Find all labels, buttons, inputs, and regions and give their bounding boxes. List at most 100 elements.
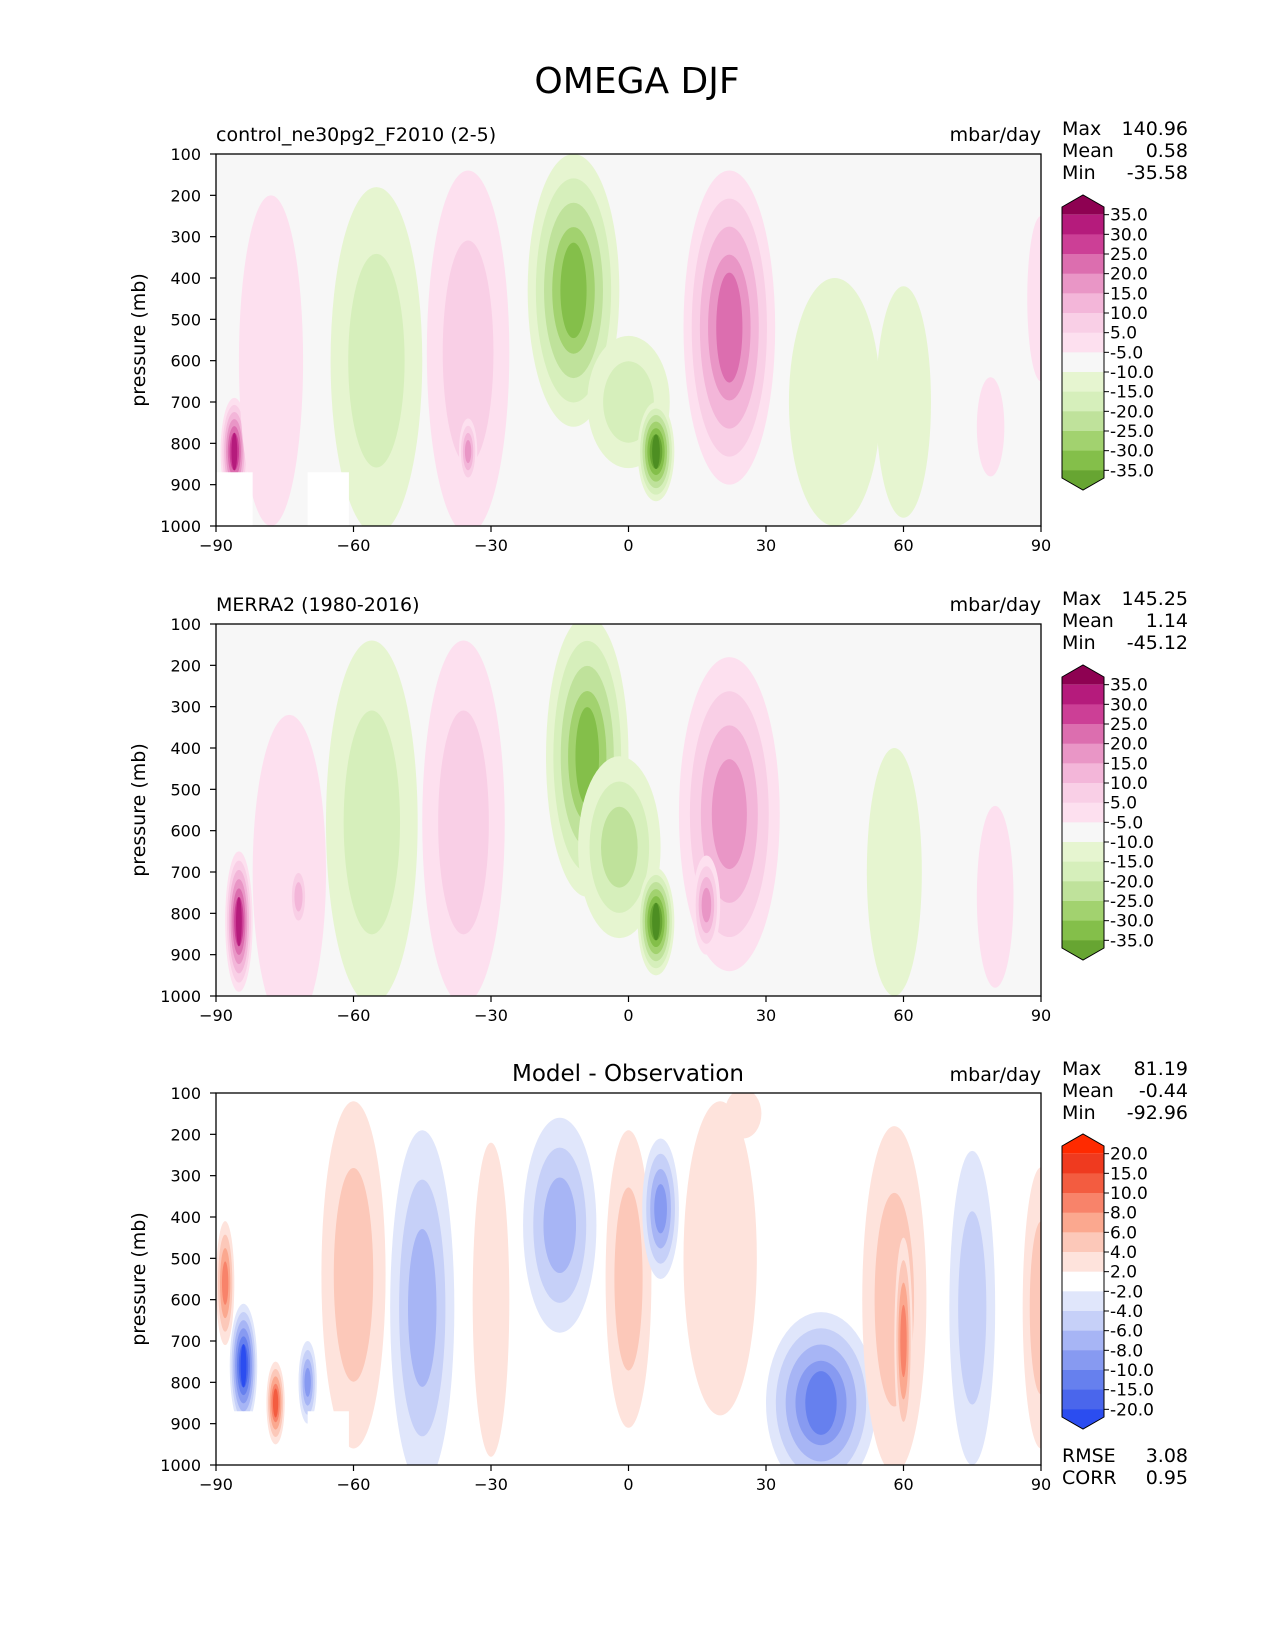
stat-min-value: -45.12: [1127, 632, 1188, 654]
negative-contour-5-2: [407, 1228, 437, 1387]
negative-contour-2-1: [348, 253, 405, 468]
negative-contour-6-1: [603, 361, 654, 443]
colorbar-segment: [1062, 802, 1104, 823]
colorbar-level-label: 35.0: [1110, 206, 1148, 226]
stat-min-label: Min: [1062, 1102, 1096, 1124]
colorbar-segment: [1062, 1330, 1104, 1351]
colorbar-level-label: -15.0: [1110, 853, 1154, 873]
y-axis-label: pressure (mb): [128, 743, 150, 877]
x-tick-label: 90: [1031, 1006, 1051, 1025]
colorbar-level-label: 15.0: [1110, 284, 1148, 304]
colorbar-level-label: -10.0: [1110, 1361, 1154, 1381]
negative-contour-14-1: [958, 1211, 987, 1405]
stat-max-value: 145.25: [1122, 588, 1188, 610]
y-tick-label: 400: [170, 1208, 201, 1227]
stat-mean-value: 1.14: [1146, 610, 1188, 632]
y-tick-label: 600: [170, 352, 201, 371]
panel-reference: MERRA2 (1980-2016) mbar/day Max 145.25 M…: [128, 588, 1188, 1025]
stat-mean-label: Mean: [1062, 1080, 1114, 1102]
units-label: mbar/day: [950, 1064, 1041, 1086]
colorbar-level-label: -20.0: [1110, 872, 1154, 892]
y-tick-label: 300: [170, 228, 201, 247]
colorbar-level-label: 15.0: [1110, 754, 1148, 774]
colorbar-level-label: -5.0: [1110, 343, 1143, 363]
colorbar-segment: [1062, 450, 1104, 471]
x-tick-label: −60: [337, 1006, 371, 1025]
axes: −90 −60 −30 0 30 60 90 100 200 300 400 500 600 700 800…: [160, 1084, 1051, 1494]
colorbar-level-label: -20.0: [1110, 402, 1154, 422]
colorbar-level-label: -25.0: [1110, 892, 1154, 912]
positive-contour-16-0: [724, 1093, 762, 1139]
x-tick-label: 30: [756, 1475, 776, 1494]
colorbar-segment: [1062, 665, 1104, 685]
negative-contour-6-2: [601, 806, 638, 888]
colorbar-segment: [1062, 1409, 1104, 1429]
colorbar-level-label: 5.0: [1110, 794, 1137, 814]
negative-contour-3-1: [343, 710, 401, 935]
y-tick-label: 800: [170, 904, 201, 923]
colorbar-level-label: -35.0: [1110, 461, 1154, 481]
colorbar-segment: [1062, 1350, 1104, 1371]
colorbar-level-label: -20.0: [1110, 1400, 1154, 1420]
negative-contour-10-0: [876, 286, 931, 518]
colorbar-level-label: 10.0: [1110, 1184, 1148, 1204]
positive-contour-2-4: [272, 1388, 279, 1418]
colorbar-level-label: 20.0: [1110, 735, 1148, 755]
colorbar-segment: [1062, 332, 1104, 353]
y-axis-label: pressure (mb): [128, 273, 150, 407]
stat-mean-value: 0.58: [1146, 140, 1188, 162]
colorbar-segment: [1062, 881, 1104, 902]
stat-rmse-value: 3.08: [1146, 1445, 1188, 1467]
colorbar-segment: [1062, 1232, 1104, 1253]
colorbar: 20.015.010.08.06.04.02.0-2.0-4.0-6.0-8.0…: [1061, 1133, 1154, 1430]
colorbar-level-label: -30.0: [1110, 442, 1154, 462]
positive-contour-0-3: [221, 1261, 229, 1305]
y-tick-label: 500: [170, 780, 201, 799]
x-tick-label: 60: [893, 1475, 913, 1494]
colorbar-segment: [1062, 1153, 1104, 1174]
y-tick-label: 700: [170, 393, 201, 412]
contour-field: [216, 1093, 1041, 1465]
colorbar-segment: [1062, 1311, 1104, 1332]
y-tick-label: 1000: [160, 987, 201, 1006]
x-tick-label: 30: [756, 1006, 776, 1025]
colorbar-level-label: 10.0: [1110, 304, 1148, 324]
x-tick-label: −30: [474, 1475, 508, 1494]
colorbar-level-label: 5.0: [1110, 324, 1137, 344]
colorbar-segment: [1062, 1193, 1104, 1214]
colorbar-level-label: 6.0: [1110, 1223, 1137, 1243]
stat-max-value: 81.19: [1134, 1058, 1188, 1080]
y-tick-label: 1000: [160, 517, 201, 536]
y-tick-label: 200: [170, 1125, 201, 1144]
colorbar-segment: [1062, 273, 1104, 294]
negative-contour-10-0: [866, 748, 922, 996]
x-tick-label: 0: [623, 1006, 633, 1025]
colorbar-level-label: -15.0: [1110, 383, 1154, 403]
colorbar-segment: [1062, 234, 1104, 255]
y-tick-label: 200: [170, 186, 201, 205]
y-axis-label: pressure (mb): [128, 1212, 150, 1346]
y-tick-label: 600: [170, 822, 201, 841]
colorbar-level-label: -2.0: [1110, 1282, 1143, 1302]
colorbar-level-label: 25.0: [1110, 245, 1148, 265]
colorbar-level-label: 4.0: [1110, 1243, 1137, 1263]
colorbar-segment: [1062, 1389, 1104, 1410]
stat-max-label: Max: [1062, 118, 1101, 140]
y-tick-label: 600: [170, 1291, 201, 1310]
y-tick-label: 500: [170, 310, 201, 329]
missing-data-mask: [216, 472, 253, 526]
colorbar-segment: [1062, 1370, 1104, 1391]
y-tick-label: 900: [170, 476, 201, 495]
y-tick-label: 100: [170, 1084, 201, 1103]
colorbar-segment: [1062, 763, 1104, 784]
negative-contour-7-2: [543, 1177, 577, 1274]
positive-contour-15-1: [1029, 1221, 1041, 1395]
colorbar-segment: [1062, 313, 1104, 334]
positive-contour-0-6: [231, 432, 238, 471]
colorbar-level-label: -5.0: [1110, 813, 1143, 833]
colorbar-level-label: 20.0: [1110, 265, 1148, 285]
colorbar-segment: [1062, 704, 1104, 725]
y-tick-label: 300: [170, 1167, 201, 1186]
x-tick-label: 0: [623, 1475, 633, 1494]
stat-max-label: Max: [1062, 1058, 1101, 1080]
